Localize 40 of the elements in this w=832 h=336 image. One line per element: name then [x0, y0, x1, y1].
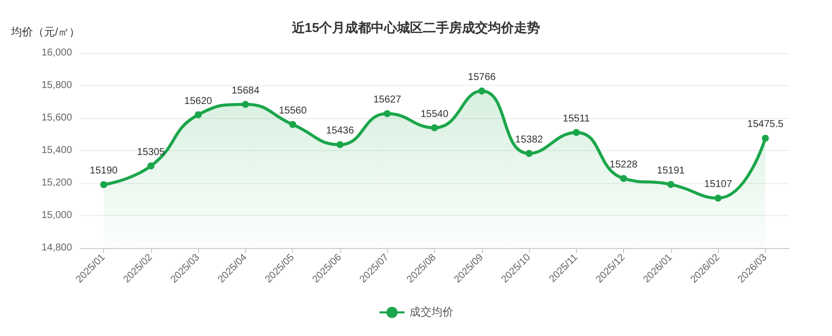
data-label: 15191: [656, 165, 686, 176]
point: [620, 174, 628, 182]
point: [194, 111, 202, 118]
y-tick-label: 15,200: [41, 178, 72, 188]
data-label: 15475.5: [747, 119, 784, 130]
data-label: 15107: [704, 179, 732, 190]
legend-label: 成交均价: [410, 305, 454, 318]
y-tick-label: 15,400: [41, 145, 72, 156]
point: [431, 124, 438, 132]
data-label: 15305: [137, 146, 166, 158]
point: [384, 110, 391, 118]
point: [336, 141, 344, 148]
point: [478, 88, 486, 95]
y-tick-label: 15,000: [41, 210, 72, 221]
data-label: 15684: [232, 85, 260, 96]
data-label: 15766: [468, 72, 496, 84]
y-axis-title: 均价（元/㎡）: [10, 26, 80, 38]
y-tick-label: 16,000: [41, 48, 72, 58]
data-label: 15620: [184, 96, 213, 107]
point: [762, 134, 769, 142]
point: [667, 180, 674, 188]
data-label: 15511: [562, 113, 590, 124]
data-label: 15627: [373, 94, 402, 106]
point: [242, 100, 249, 108]
point: [147, 162, 154, 170]
data-label: 15190: [90, 166, 118, 177]
data-label: 15540: [420, 108, 449, 120]
point: [289, 121, 296, 128]
y-tick-label: 14,800: [41, 242, 72, 254]
chart-title: 近15个月成都中心城区二手房成交均价走势: [290, 20, 540, 35]
point: [572, 128, 580, 136]
data-label: 15436: [326, 126, 354, 137]
data-label: 15560: [278, 106, 308, 116]
point: [526, 150, 533, 157]
point: [100, 181, 108, 188]
y-tick-label: 15,800: [41, 80, 72, 91]
y-tick-label: 15,600: [41, 112, 72, 124]
data-label: 15382: [515, 134, 544, 146]
point: [714, 194, 722, 202]
data-label: 15228: [610, 159, 638, 170]
